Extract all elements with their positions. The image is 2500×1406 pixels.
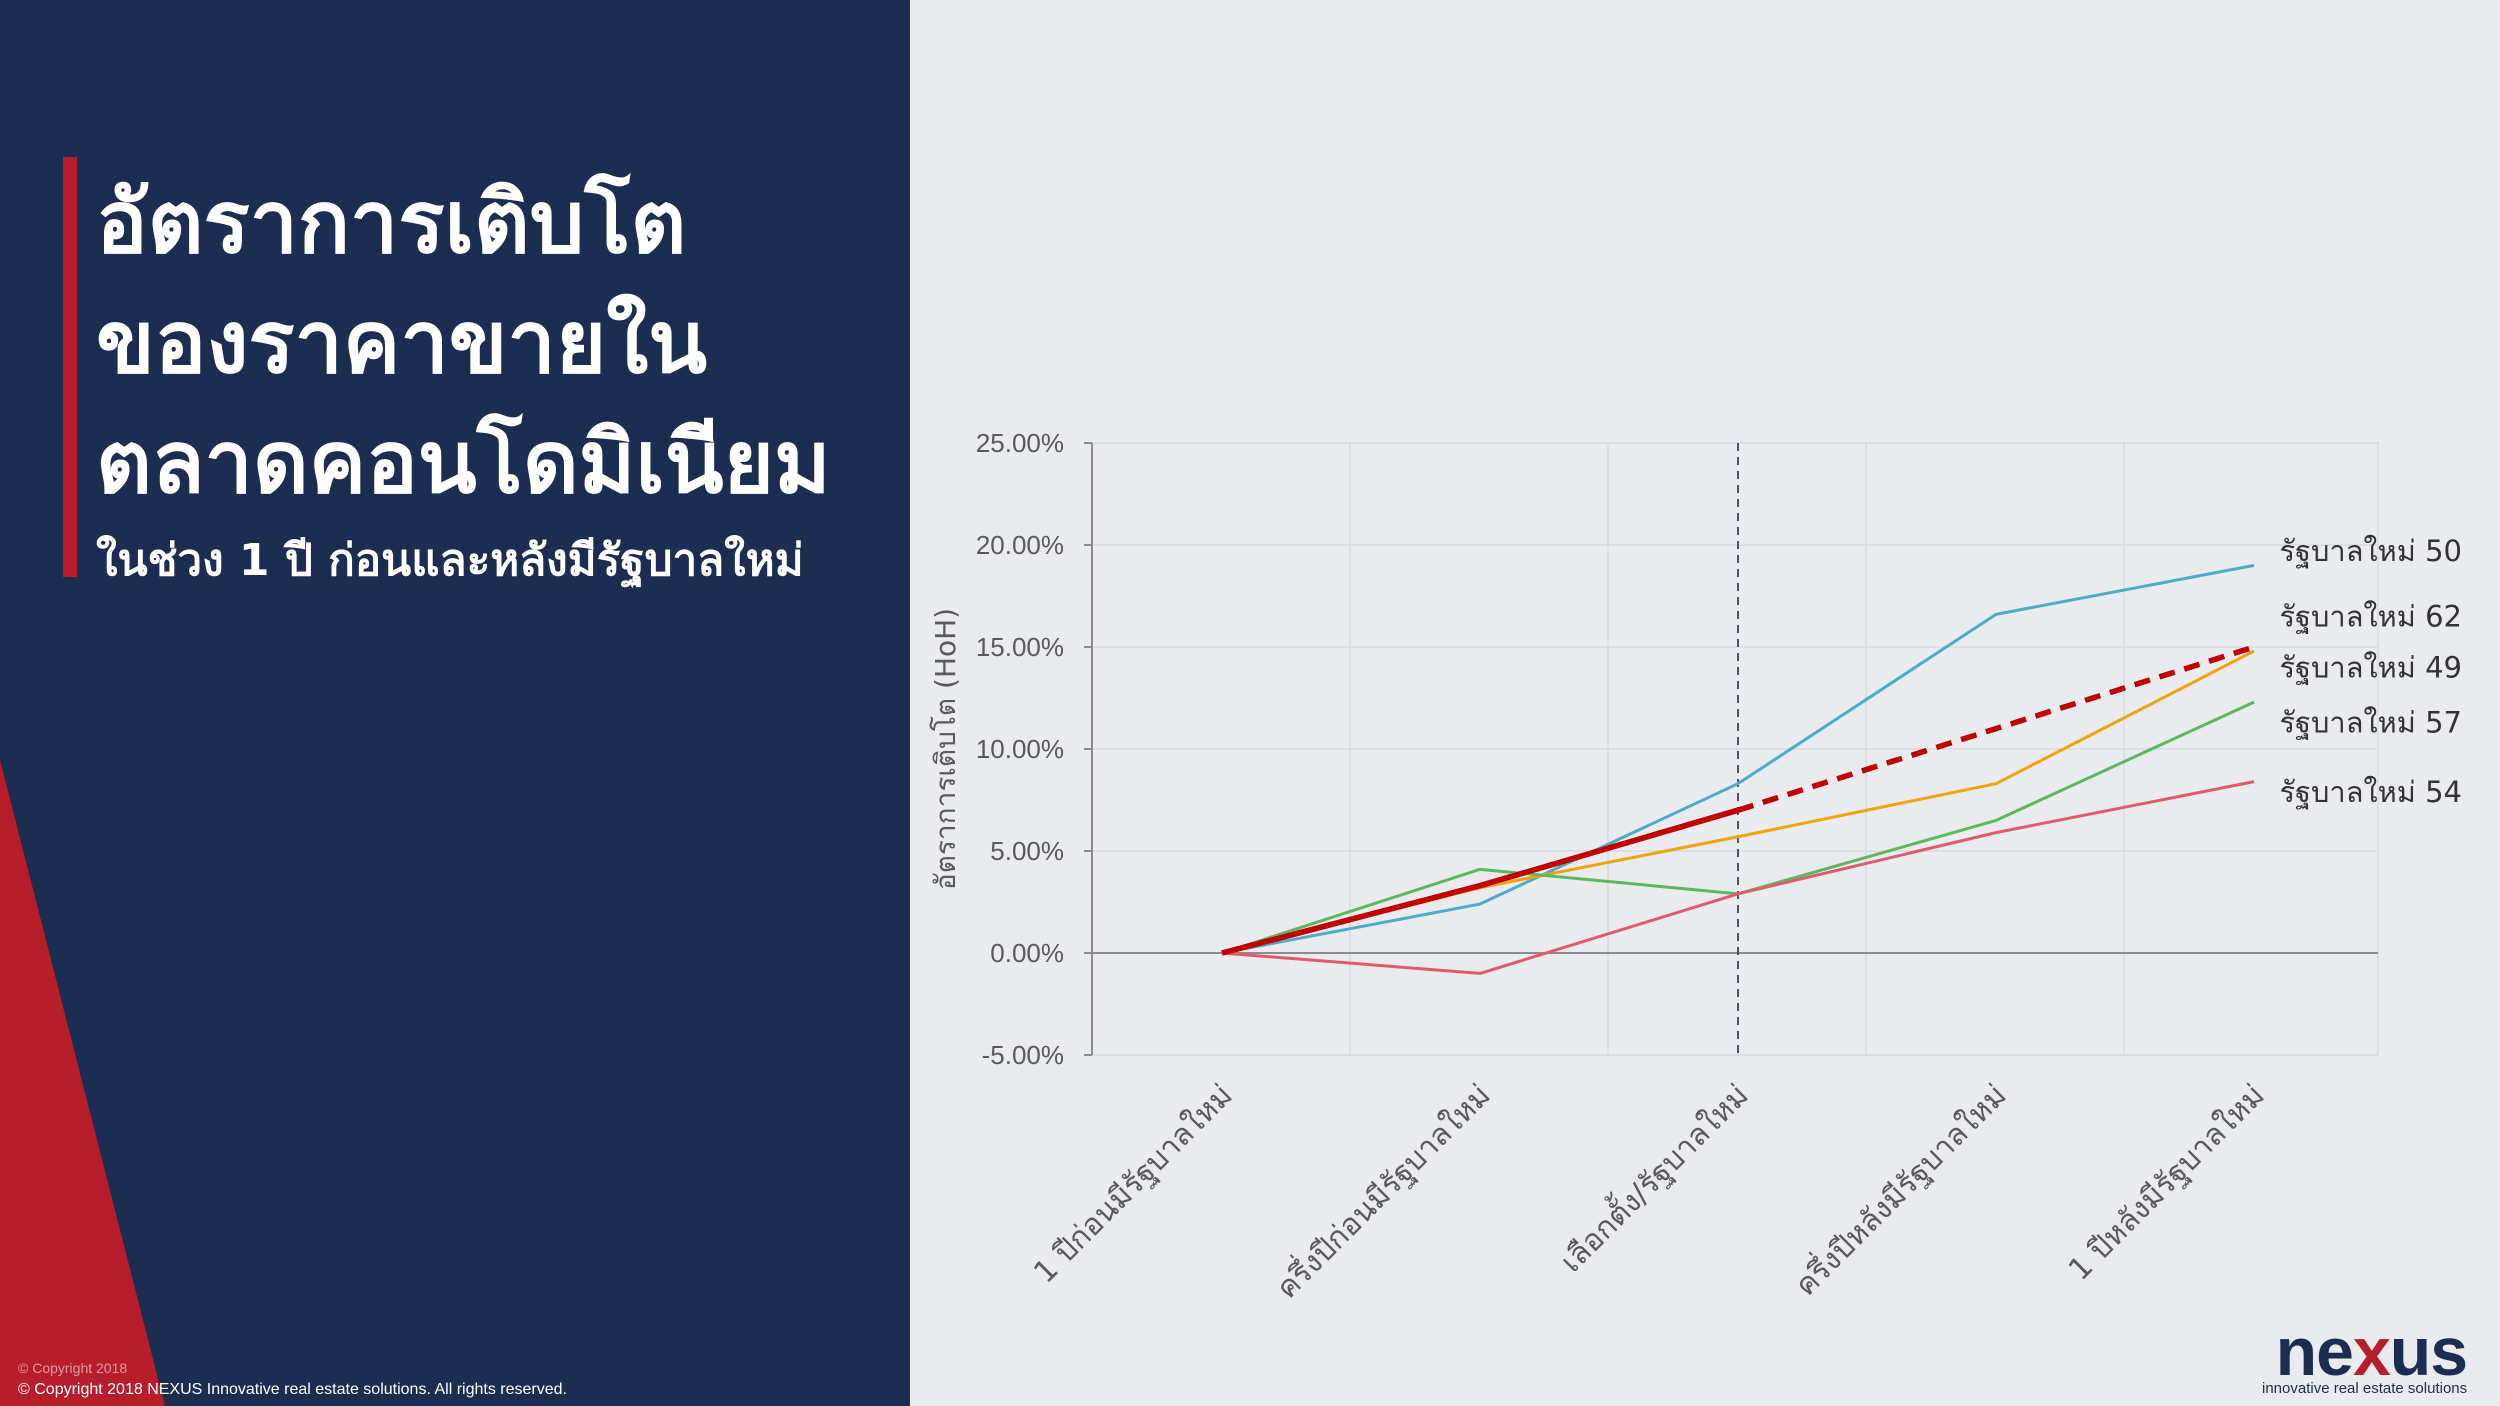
y-tick-label: 15.00% <box>976 632 1064 662</box>
page-title-line-2: ของราคาขายใน <box>96 293 707 393</box>
x-category-label: 1 ปีก่อนมีรัฐบาลใหม่ <box>1027 1078 1239 1290</box>
red-triangle-decoration <box>0 760 165 1406</box>
copyright-small: © Copyright 2018 <box>18 1360 128 1376</box>
series-line <box>1221 563 2255 955</box>
series-line <box>1221 780 2255 975</box>
series-end-label: รัฐบาลใหม่ 49 <box>2279 650 2462 685</box>
title-accent-bar <box>63 157 77 577</box>
copyright-notice: © Copyright 2018 NEXUS Innovative real e… <box>18 1381 567 1398</box>
y-axis-label: อัตราการเติบโต (HoH) <box>929 608 962 890</box>
series-line-projected <box>1737 644 2255 813</box>
highlight-series-line <box>1221 807 1739 956</box>
x-category-label: ครึ่งปีก่อนมีรัฐบาลใหม่ <box>1267 1075 1498 1306</box>
x-category-label: เลือกตั้ง/รัฐบาลใหม่ <box>1550 1074 1755 1279</box>
nexus-logo: nexus innovative real estate solutions <box>2262 1314 2469 1397</box>
page-subtitle: ในช่วง 1 ปี ก่อนและหลังมีรัฐบาลใหม่ <box>96 535 804 586</box>
y-tick-label: 0.00% <box>990 938 1064 968</box>
y-tick-label: -5.00% <box>982 1040 1064 1070</box>
y-tick-label: 5.00% <box>990 836 1064 866</box>
x-category-label: 1 ปีหลังมีรัฐบาลใหม่ <box>2062 1078 2272 1288</box>
y-tick-label: 20.00% <box>976 530 1064 560</box>
page-title-line-1: อัตราการเติบโต <box>96 173 687 273</box>
series-end-label: รัฐบาลใหม่ 57 <box>2279 705 2462 740</box>
y-tick-label: 25.00% <box>976 428 1064 458</box>
logo-tagline: innovative real estate solutions <box>2262 1380 2468 1397</box>
series-end-label: รัฐบาลใหม่ 54 <box>2279 775 2462 810</box>
logo-wordmark: nexus <box>2275 1314 2469 1390</box>
series-end-label: รัฐบาลใหม่ 50 <box>2279 534 2462 569</box>
page-title-line-3: ตลาดคอนโดมิเนียม <box>96 413 831 513</box>
title-panel: อัตราการเติบโต ของราคาขายใน ตลาดคอนโดมิเ… <box>0 0 910 1406</box>
y-tick-label: 10.00% <box>976 734 1064 764</box>
x-category-label: ครึ่งปีหลังมีรัฐบาลใหม่ <box>1786 1075 2014 1303</box>
series-end-label: รัฐบาลใหม่ 62 <box>2279 599 2462 634</box>
